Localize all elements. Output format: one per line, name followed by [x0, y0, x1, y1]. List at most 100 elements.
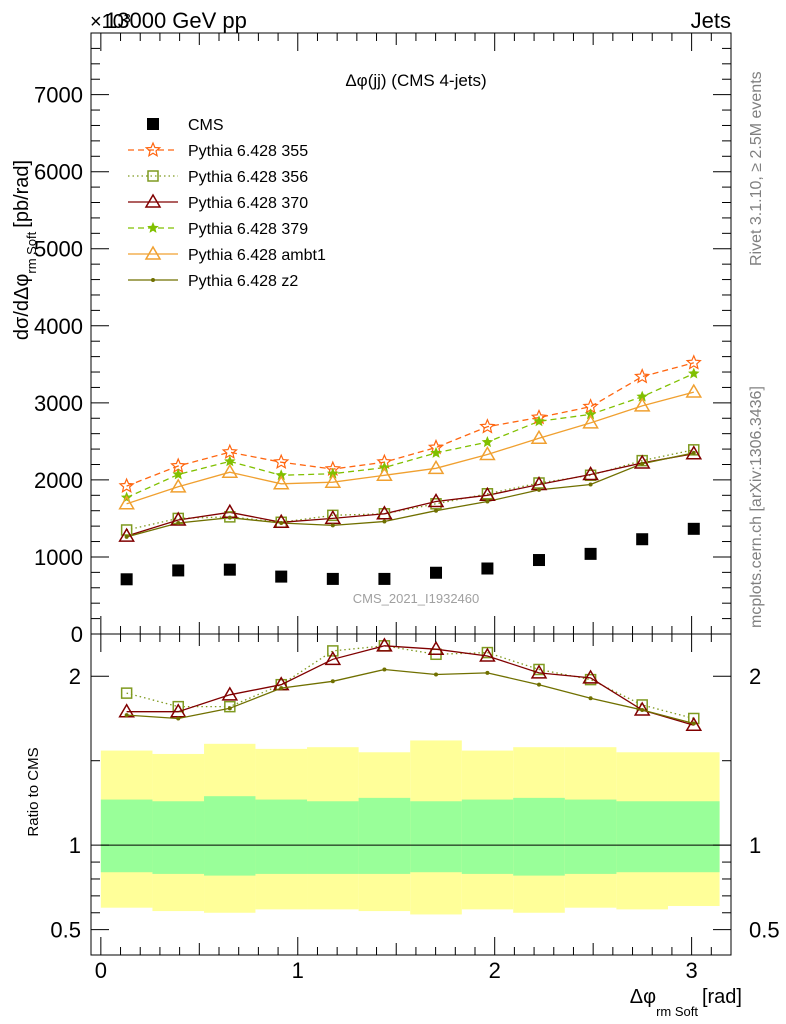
- uncertainty-band-inner-8: [513, 797, 565, 876]
- data-point-s0-5: [378, 572, 391, 585]
- ratio-point-s2-11: [685, 716, 703, 731]
- legend-label-6: Pythia 6.428 z2: [188, 273, 298, 290]
- ratio-point-s4-10: [635, 600, 649, 612]
- ratio-point-s5-5: [382, 667, 387, 672]
- ratio-plot-area: [100, 500, 731, 915]
- ratio-line-1: [126, 645, 694, 720]
- data-point-s4-7: [481, 436, 494, 448]
- ratio-point-s4-11: [687, 619, 701, 631]
- data-point-s3-11: [685, 445, 703, 460]
- data-point-s6-7: [485, 499, 490, 504]
- ratio-point-s0-10: [636, 548, 649, 561]
- data-point-s5-4: [324, 473, 342, 488]
- rivet-label: Rivet 3.1.10, ≥ 2.5M events: [748, 71, 765, 266]
- data-point-s1-7: [479, 418, 496, 434]
- ratio-point-s2-7: [479, 647, 496, 662]
- ratio-point-s2-8: [530, 664, 548, 679]
- x-tick-label-3: 3: [685, 958, 697, 983]
- y-tick-label-7: 7000: [34, 83, 83, 108]
- data-point-s0-11: [687, 522, 700, 535]
- plot-title: Δφ(jj) (CMS 4-jets): [345, 71, 486, 90]
- ratio-line-5: [126, 668, 694, 725]
- ratio-point-s5-8: [537, 682, 541, 687]
- y-tick-label-4: 4000: [34, 314, 83, 339]
- ratio-y-tick-label-right-2: 2: [749, 664, 761, 689]
- watermark-label: CMS_2021_I1932460: [353, 591, 480, 606]
- y-tick-label-3: 3000: [34, 391, 83, 416]
- data-point-s3-3: [272, 513, 290, 529]
- data-point-s0-6: [430, 566, 443, 579]
- ratio-line-2: [126, 645, 694, 726]
- data-point-s5-8: [530, 429, 548, 445]
- series-line-2: [126, 449, 694, 531]
- data-point-s5-0: [118, 495, 135, 510]
- data-point-s1-0: [118, 477, 135, 493]
- data-point-s3-5: [376, 505, 393, 520]
- ratio-point-s5-2: [227, 706, 232, 711]
- ratio-point-s4-2: [223, 583, 237, 595]
- ratio-point-s0-8: [532, 512, 545, 525]
- uncertainty-band-inner-11: [667, 801, 720, 873]
- y-label-main: dσ/dΔφ: [11, 274, 33, 341]
- exponent-label: ×10³: [90, 11, 131, 33]
- data-point-s1-2: [221, 443, 239, 460]
- data-point-s4-6: [430, 446, 442, 458]
- uncertainty-band-inner-9: [564, 799, 617, 874]
- y-tick-label-0: 0: [71, 622, 83, 647]
- data-point-s0-1: [172, 564, 185, 577]
- ratio-point-s1-0: [120, 687, 133, 699]
- data-point-s0-4: [326, 572, 339, 585]
- series-line-5: [126, 391, 694, 505]
- data-point-s6-8: [537, 487, 541, 492]
- ratio-point-s5-4: [330, 679, 335, 684]
- data-point-s1-11: [685, 354, 702, 370]
- data-point-s3-6: [427, 492, 445, 508]
- ratio-point-s2-6: [427, 640, 445, 655]
- data-point-s0-3: [275, 570, 288, 583]
- uncertainty-band-inner-4: [307, 801, 359, 874]
- data-point-s4-2: [224, 455, 236, 467]
- data-point-s1-3: [273, 453, 290, 470]
- ratio-point-s4-4: [326, 541, 340, 553]
- data-point-s4-8: [533, 415, 545, 427]
- legend-label-4: Pythia 6.428 379: [188, 221, 308, 238]
- ratio-point-s0-3: [275, 500, 288, 513]
- uncertainty-band-inner-2: [204, 796, 256, 876]
- data-point-s5-7: [479, 445, 496, 461]
- ratio-point-s5-1: [176, 716, 181, 721]
- data-point-s0-10: [636, 533, 649, 546]
- data-point-s0-2: [223, 563, 236, 576]
- ratio-y-label: Ratio to CMS: [25, 747, 42, 836]
- data-point-s6-0: [124, 534, 129, 539]
- series-line-6: [126, 452, 694, 538]
- ratio-point-s3-3: [277, 542, 286, 550]
- data-point-s0-8: [533, 554, 545, 567]
- data-point-s0-9: [584, 547, 597, 560]
- legend-marker-3: [144, 193, 162, 208]
- main-frame: [90, 32, 732, 635]
- ratio-point-s5-3: [279, 686, 284, 691]
- ratio-point-s1-4: [327, 645, 339, 657]
- ratio-point-s3-8: [535, 525, 544, 533]
- data-point-s6-6: [434, 508, 439, 513]
- ratio-point-s4-9: [584, 563, 598, 575]
- uncertainty-band-inner-10: [616, 801, 668, 873]
- data-point-s3-0: [118, 527, 135, 542]
- data-point-s5-11: [685, 383, 703, 398]
- ratio-frame: [90, 633, 732, 956]
- legend-marker-5: [144, 245, 162, 260]
- data-point-s6-10: [640, 461, 645, 466]
- x-label-sub: rm Soft: [656, 1004, 698, 1019]
- data-point-s5-3: [272, 475, 290, 490]
- uncertainty-band-inner-5: [358, 797, 411, 874]
- ratio-point-s2-4: [324, 650, 342, 666]
- y-tick-label-6: 6000: [34, 160, 83, 185]
- ratio-point-s4-6: [429, 551, 443, 563]
- series-line-1: [126, 362, 694, 487]
- header-left: 13000 GeV pp: [105, 8, 247, 33]
- legend-label-3: Pythia 6.428 370: [188, 195, 308, 212]
- ratio-point-s0-2: [223, 529, 236, 542]
- x-axis-label: Δφrm Soft [rad]: [630, 986, 742, 1019]
- data-point-s3-10: [633, 454, 651, 469]
